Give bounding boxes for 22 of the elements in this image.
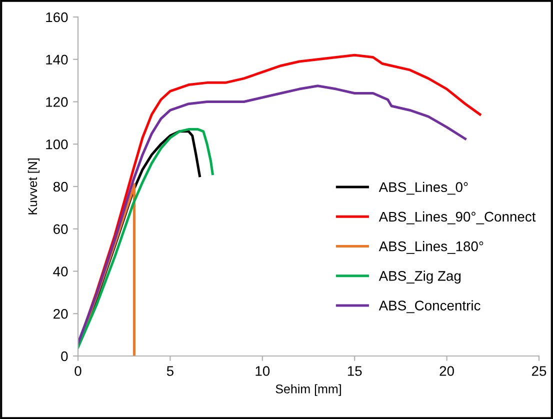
x-axis-title: Sehim [mm] <box>276 384 341 396</box>
y-tick-label: 100 <box>46 139 68 150</box>
x-tick-label: 10 <box>256 366 270 376</box>
x-tick-label: 20 <box>440 366 454 376</box>
y-tick-label: 160 <box>46 12 68 22</box>
y-tick-label: 20 <box>54 308 68 319</box>
x-tick-label: 15 <box>348 366 362 376</box>
x-tick-label: 25 <box>532 366 546 376</box>
y-tick-label: 140 <box>46 54 68 65</box>
y-tick-label: 120 <box>46 97 68 107</box>
x-tick-label: 0 <box>74 366 82 376</box>
legend-label: ABS_Zig Zag <box>378 270 461 284</box>
legend-label: ABS_Lines_180° <box>378 241 484 254</box>
y-tick-label: 40 <box>53 266 68 276</box>
legend-label: ABS_Concentric <box>378 300 480 314</box>
legend-label: ABS_Lines_0° <box>378 182 468 195</box>
legend-label: ABS_Lines_90°_Connect <box>378 211 536 224</box>
x-tick-label: 5 <box>166 366 174 376</box>
y-tick-label: 80 <box>53 182 68 192</box>
y-tick-label: 0 <box>61 351 68 362</box>
y-tick-label: 60 <box>54 224 68 234</box>
y-axis-title: Kuvvet [N] <box>28 158 40 214</box>
